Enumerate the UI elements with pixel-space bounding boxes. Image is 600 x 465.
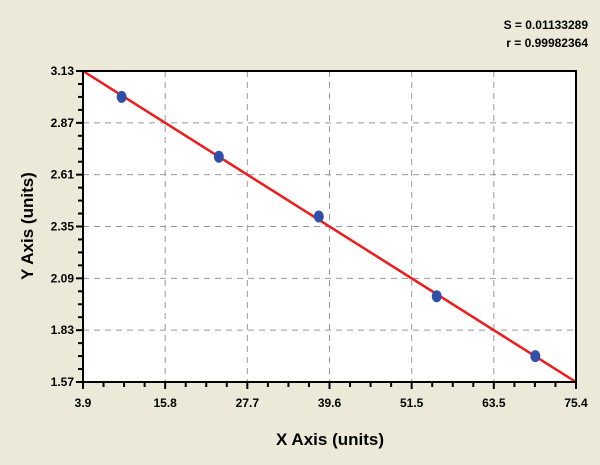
x-tick-label: 27.7 (236, 396, 260, 410)
y-tick-label: 2.61 (51, 168, 75, 182)
y-tick-label: 2.87 (51, 116, 75, 130)
y-tick-label: 2.35 (51, 220, 75, 234)
x-tick-label: 51.5 (400, 396, 424, 410)
r-statistic: r = 0.99982364 (506, 36, 588, 50)
data-point (116, 90, 127, 103)
x-tick-label: 63.5 (482, 396, 506, 410)
data-point (313, 210, 324, 223)
data-point (530, 350, 541, 363)
x-tick-label: 3.9 (75, 396, 92, 410)
y-tick-label: 2.09 (51, 271, 75, 285)
x-tick-label: 39.6 (318, 396, 342, 410)
y-tick-label: 1.57 (51, 375, 75, 389)
x-axis-label: X Axis (units) (276, 430, 384, 449)
x-tick-label: 15.8 (153, 396, 177, 410)
fit-line (82, 69, 577, 384)
y-tick-label: 1.83 (51, 323, 75, 337)
y-axis-label: Y Axis (units) (18, 172, 37, 280)
data-point (213, 150, 224, 163)
x-tick-label: 75.4 (564, 396, 588, 410)
plot-frame (82, 70, 577, 383)
data-point (431, 290, 442, 303)
y-tick-label: 3.13 (51, 64, 75, 78)
s-statistic: S = 0.01133289 (503, 18, 588, 32)
